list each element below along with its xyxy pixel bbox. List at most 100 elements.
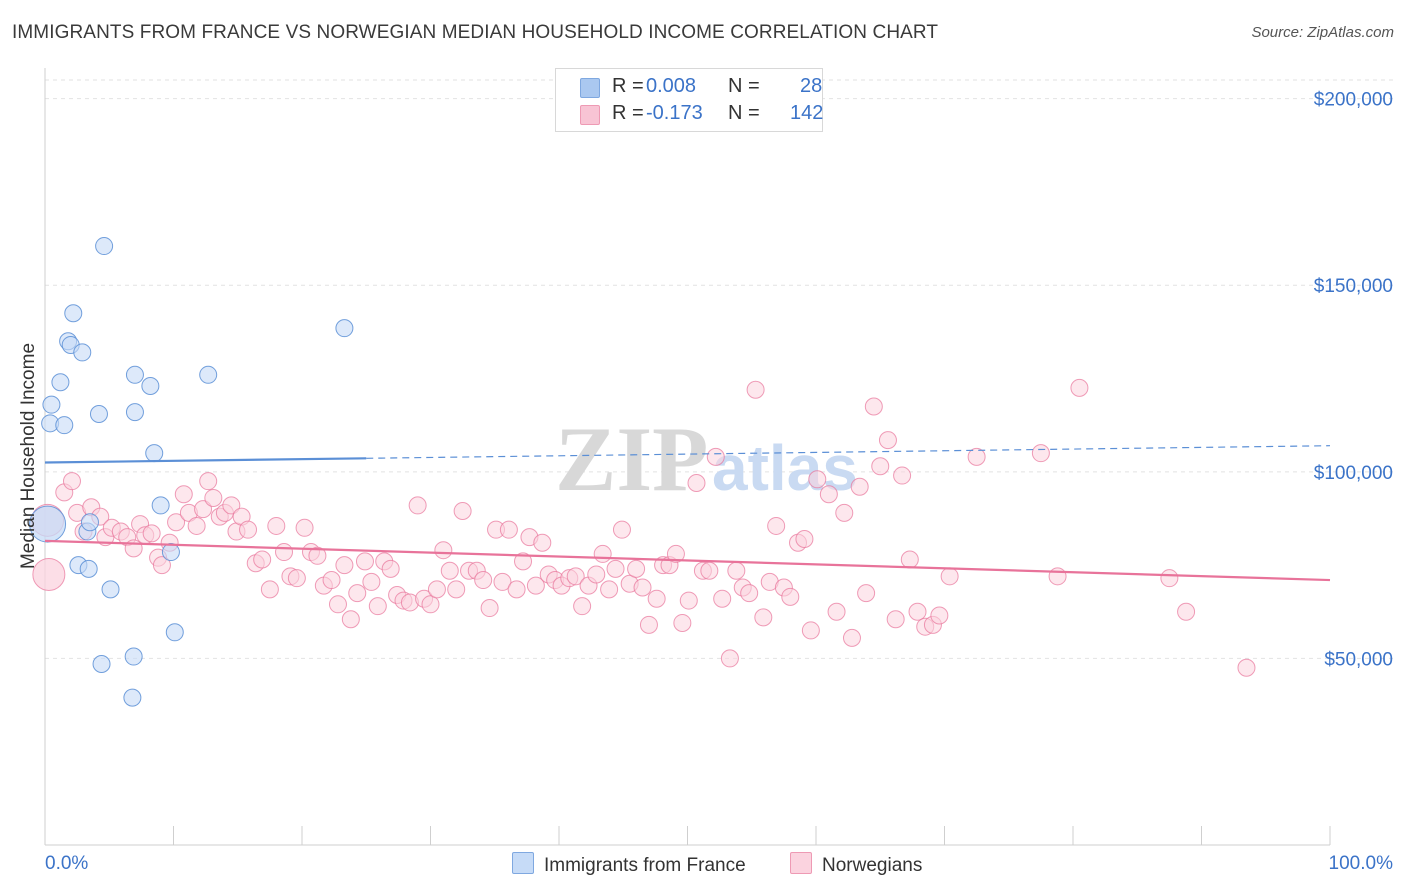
france-point <box>124 647 143 666</box>
norwegians-point <box>587 565 606 584</box>
norwegians-point <box>204 488 223 507</box>
norwegians-point <box>421 595 440 614</box>
r-value-norwegians: -0.173 <box>646 102 703 124</box>
norwegians-point <box>573 597 592 616</box>
norwegians-swatch <box>580 105 600 125</box>
france-swatch <box>580 78 600 98</box>
norwegians-point <box>447 580 466 599</box>
norwegians-point <box>679 591 698 610</box>
norwegians-point <box>328 595 347 614</box>
norwegians-point <box>499 520 518 539</box>
y-tick-label: $150,000 <box>1314 276 1393 297</box>
n-value-france: 28 <box>800 75 823 97</box>
norwegians-point <box>267 516 286 535</box>
y-tick-labels: $50,000 $100,000 $150,000 $200,000 <box>1314 90 1393 671</box>
norwegians-point <box>808 470 827 489</box>
norwegians-point <box>308 546 327 565</box>
norwegians-point <box>687 474 706 493</box>
norwegians-point <box>514 552 533 571</box>
france-point <box>123 688 142 707</box>
norwegians-point <box>355 552 374 571</box>
norwegians-point <box>526 576 545 595</box>
norwegians-point <box>900 550 919 569</box>
chart-title: IMMIGRANTS FROM FRANCE VS NORWEGIAN MEDI… <box>12 22 939 43</box>
norwegians-point <box>878 431 897 450</box>
norwegians-point <box>341 610 360 629</box>
france-point <box>125 365 144 384</box>
norwegians-point <box>967 447 986 466</box>
legend-item-norwegians: Norwegians <box>790 852 922 876</box>
r-label: R = <box>612 75 644 97</box>
norwegians-point <box>440 561 459 580</box>
norwegians-point <box>746 380 765 399</box>
norwegians-point <box>835 503 854 522</box>
france-point <box>141 377 160 395</box>
norwegians-point <box>781 587 800 606</box>
france-point <box>51 373 70 392</box>
norwegians-point <box>606 559 625 578</box>
norwegians-point <box>152 556 171 575</box>
legend-label-france: Immigrants from France <box>544 855 746 876</box>
norwegians-point <box>893 466 912 485</box>
norwegians-point <box>842 628 861 647</box>
france-point <box>335 319 354 338</box>
norwegians-point <box>639 615 658 634</box>
norwegians-point <box>474 571 493 590</box>
norwegians-point <box>871 457 890 476</box>
france-point <box>89 404 108 423</box>
norwegians-point <box>713 589 732 608</box>
legend-swatch-france <box>512 852 534 874</box>
y-tick-label: $200,000 <box>1314 90 1393 111</box>
gridlines <box>45 79 1394 659</box>
france-point <box>95 237 114 256</box>
france-point <box>29 505 67 543</box>
norwegians-point <box>850 477 869 496</box>
norwegians-point <box>434 541 453 560</box>
norwegians-point <box>335 556 354 575</box>
norwegians-point <box>381 559 400 578</box>
norwegians-point <box>368 597 387 616</box>
norwegians-point <box>819 485 838 504</box>
norwegians-point <box>533 533 552 552</box>
x-tick-label-max: 100.0% <box>1329 853 1394 874</box>
france-point <box>145 444 164 463</box>
france-point <box>42 395 61 414</box>
france-point <box>73 343 92 362</box>
norwegians-point <box>322 571 341 590</box>
norwegians-point <box>453 502 472 521</box>
norwegians-point <box>142 524 161 543</box>
y-tick-label: $100,000 <box>1314 463 1393 484</box>
trend-lines <box>44 445 1331 582</box>
norwegians-point <box>827 602 846 621</box>
norwegians-point <box>754 608 773 627</box>
norwegians-point <box>795 530 814 548</box>
norwegians-point <box>627 559 646 578</box>
x-tick-labels: 0.0% 100.0% <box>45 853 1393 874</box>
series-france-points <box>29 237 354 707</box>
norwegians-point <box>727 561 746 580</box>
norwegians-point <box>1237 658 1256 677</box>
norwegians-point <box>857 584 876 603</box>
norwegians-point <box>408 496 427 515</box>
norwegians-point <box>275 543 294 562</box>
n-label: N = <box>728 102 760 124</box>
france-point <box>101 580 120 599</box>
norwegians-point <box>886 610 905 629</box>
source-label: Source: ZipAtlas.com <box>1251 24 1394 41</box>
norwegians-point <box>666 544 685 563</box>
stats-box: R = 0.008 N = 28 R = -0.173 N = 142 <box>555 68 823 132</box>
france-point <box>199 365 218 384</box>
france-point <box>125 403 144 422</box>
y-axis-label: Median Household Income <box>18 343 39 569</box>
norwegians-point <box>253 550 272 569</box>
norwegians-point <box>493 572 512 591</box>
norwegians-point <box>1070 378 1089 397</box>
norwegians-point <box>348 584 367 603</box>
n-label: N = <box>728 75 760 97</box>
norwegians-point <box>940 567 959 586</box>
norwegians-point <box>199 472 218 491</box>
norwegians-point <box>593 544 612 563</box>
france-point <box>92 655 111 674</box>
france-point <box>55 416 74 435</box>
norwegians-trend-line <box>44 539 1331 582</box>
